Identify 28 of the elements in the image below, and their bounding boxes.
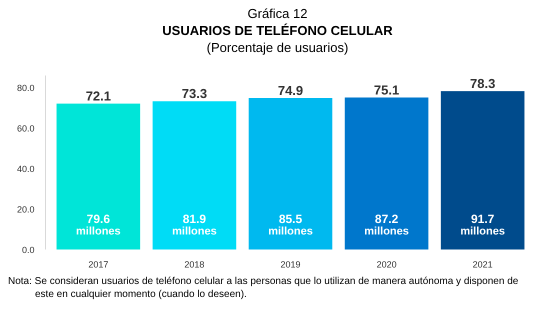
annotation: 81.9 millones	[172, 212, 217, 238]
bar	[440, 91, 524, 250]
data-label: 78.3	[470, 76, 496, 92]
x-tick-label: 2019	[280, 260, 301, 270]
data-label: 72.1	[86, 88, 112, 104]
x-tick-label: 2020	[376, 260, 397, 270]
annotation: 85.5 millones	[268, 212, 313, 238]
y-tick-label: 60.0	[16, 124, 35, 134]
x-tick-label: 2021	[472, 260, 493, 270]
y-tick-label: 0.0	[22, 245, 35, 255]
y-tick-label: 40.0	[16, 164, 35, 174]
x-tick-label: 2017	[88, 260, 108, 270]
annotation: 79.6 millones	[76, 212, 121, 238]
y-tick-label: 20.0	[16, 204, 35, 215]
bar	[152, 101, 236, 250]
annotation: 91.7 millones	[460, 212, 505, 238]
y-tick-label: 80.0	[16, 83, 35, 94]
bar	[344, 98, 428, 250]
chart-title: Gráfica 12	[248, 6, 308, 21]
bar	[248, 98, 332, 250]
x-tick-label: 2018	[184, 260, 204, 270]
data-label: 75.1	[374, 82, 400, 98]
text: Nota: Se consideran usuarios de teléfono celular a las personas que lo utilizan de manera autónoma y disponen de este en cualquier momento (cuando lo deseen).	[7, 275, 520, 301]
annotation: 87.2 millones	[364, 212, 409, 238]
bar	[56, 104, 140, 250]
data-label: 74.9	[278, 82, 304, 98]
data-label: 73.3	[182, 86, 208, 102]
chart-subtitle: USUARIOS DE TELÉFONO CELULAR (Porcentaje de usuarios)	[162, 23, 393, 55]
